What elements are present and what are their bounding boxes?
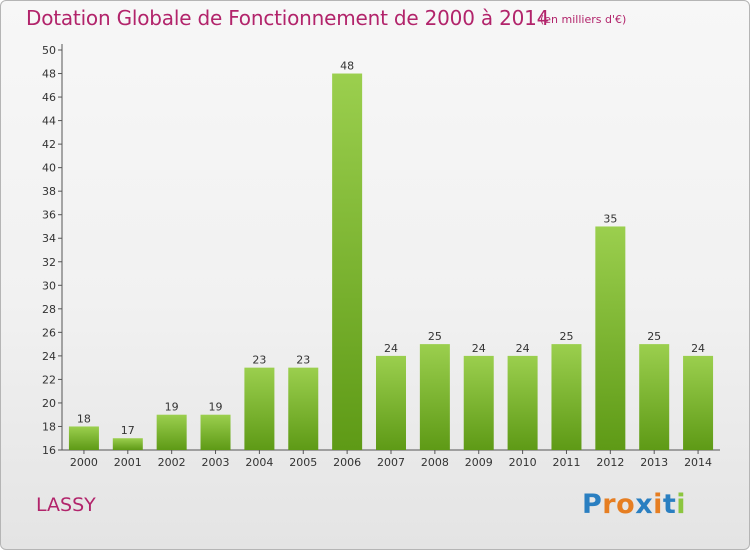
bar-2007 [376, 355, 406, 450]
data-label-2005: 23 [296, 354, 310, 367]
bar-2002 [156, 414, 187, 450]
chart-bars [68, 73, 714, 450]
x-tick-label-2000: 2000 [70, 456, 98, 469]
data-label-2008: 25 [428, 330, 442, 343]
bar-2003 [200, 414, 231, 450]
bar-2006 [332, 73, 363, 450]
data-label-2014: 24 [691, 342, 705, 355]
bar-2009 [463, 355, 494, 450]
logo-letter: P [582, 489, 603, 520]
x-tick-label-2009: 2009 [465, 456, 493, 469]
bar-2012 [595, 226, 626, 450]
bar-2001 [112, 438, 143, 450]
x-tick-label-2014: 2014 [684, 456, 712, 469]
bar-2000 [68, 426, 99, 450]
y-tick-label: 22 [42, 373, 56, 386]
data-label-2004: 23 [252, 354, 266, 367]
y-tick-label: 48 [42, 68, 56, 81]
commune-name: LASSY [36, 494, 96, 516]
data-label-2009: 24 [472, 342, 486, 355]
data-label-2002: 19 [165, 401, 179, 414]
bar-2014 [683, 355, 714, 450]
logo-letter: i [653, 489, 663, 520]
data-label-2000: 18 [77, 412, 91, 425]
y-tick-label: 20 [42, 397, 56, 410]
y-tick-label: 46 [42, 91, 56, 104]
y-tick-label: 38 [42, 185, 56, 198]
x-tick-label-2002: 2002 [158, 456, 186, 469]
data-label-2007: 24 [384, 342, 398, 355]
bar-2010 [507, 355, 538, 450]
data-label-2011: 25 [559, 330, 573, 343]
logo-letter: t [662, 489, 677, 520]
bar-2013 [639, 344, 670, 450]
y-tick-label: 16 [42, 444, 56, 457]
data-label-2010: 24 [516, 342, 530, 355]
bar-2004 [244, 367, 275, 450]
x-tick-label-2013: 2013 [640, 456, 668, 469]
x-tick-label-2011: 2011 [552, 456, 580, 469]
logo-letter: x [635, 489, 654, 520]
y-tick-label: 44 [42, 115, 56, 128]
x-tick-label-2012: 2012 [596, 456, 624, 469]
logo-letter: i [676, 489, 687, 520]
chart-subtitle: (en milliers d'€) [540, 13, 627, 26]
y-tick-label: 26 [42, 326, 56, 339]
x-tick-label-2005: 2005 [289, 456, 317, 469]
logo-letter: r [602, 489, 617, 520]
data-label-2013: 25 [647, 330, 661, 343]
y-tick-label: 30 [42, 279, 56, 292]
y-tick-label: 24 [42, 350, 56, 363]
data-label-2012: 35 [603, 212, 617, 225]
x-tick-label-2007: 2007 [377, 456, 405, 469]
data-label-2006: 48 [340, 60, 354, 73]
bar-2011 [551, 344, 582, 450]
y-tick-label: 50 [42, 44, 56, 57]
y-tick-label: 18 [42, 420, 56, 433]
y-tick-label: 28 [42, 303, 56, 316]
chart-labels: 2000 18 2001 17 2002 19 2003 19 2004 23 2005 23 2006… [70, 60, 712, 469]
y-tick-label: 34 [42, 232, 56, 245]
y-tick-label: 36 [42, 209, 56, 222]
bar-2008 [419, 344, 450, 450]
x-tick-label-2006: 2006 [333, 456, 361, 469]
x-tick-label-2010: 2010 [509, 456, 537, 469]
x-tick-label-2004: 2004 [245, 456, 273, 469]
bar-2005 [288, 367, 319, 450]
y-tick-label: 42 [42, 138, 56, 151]
y-tick-label: 40 [42, 162, 56, 175]
x-tick-label-2003: 2003 [202, 456, 230, 469]
x-tick-label-2001: 2001 [114, 456, 142, 469]
x-tick-label-2008: 2008 [421, 456, 449, 469]
proxiti-logo[interactable]: Proxiti [582, 489, 686, 520]
y-tick-label: 32 [42, 256, 56, 269]
data-label-2003: 19 [209, 401, 223, 414]
data-label-2001: 17 [121, 424, 135, 437]
chart-title: Dotation Globale de Fonctionnement de 20… [26, 6, 550, 30]
logo-letter: o [616, 489, 636, 520]
